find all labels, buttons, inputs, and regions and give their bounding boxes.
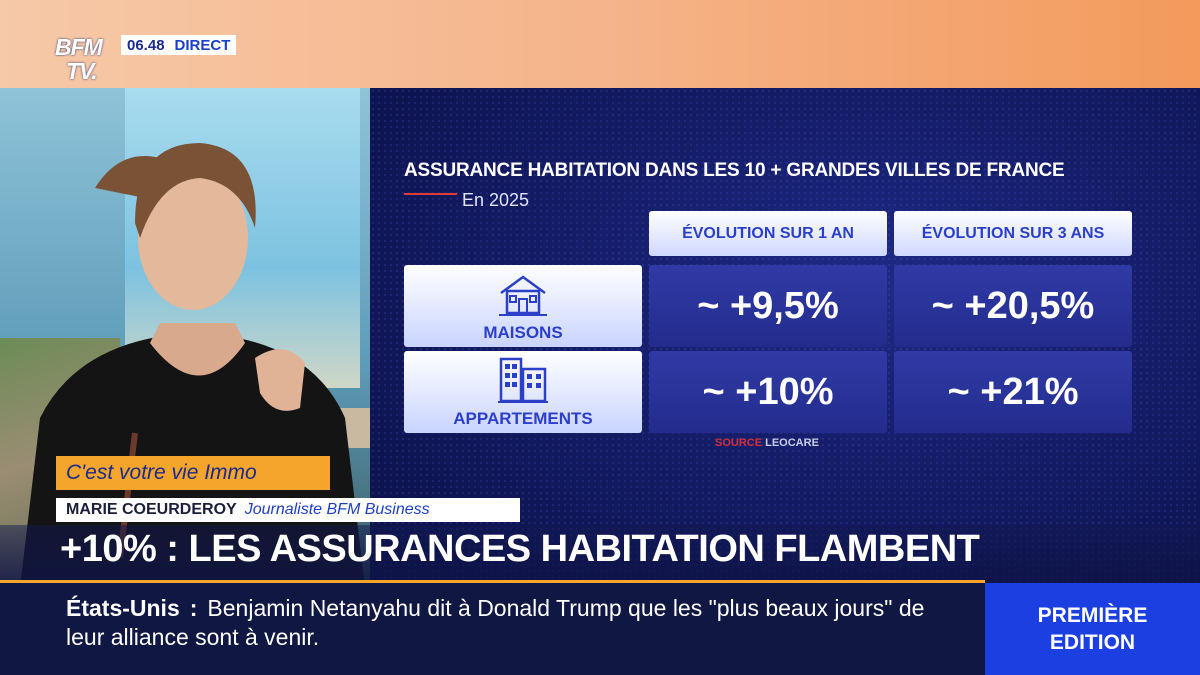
- guest-lower-third: MARIE COEURDEROY Journaliste BFM Busines…: [56, 498, 520, 522]
- value-appartements-3-years: ~ +21%: [894, 351, 1132, 433]
- value-maisons-1-year: ~ +9,5%: [649, 265, 887, 347]
- value-appartements-1-year: ~ +10%: [649, 351, 887, 433]
- row-label-text: MAISONS: [483, 323, 563, 342]
- ticker-text-block: États-Unis: Benjamin Netanyahu dit à Dona…: [66, 594, 966, 652]
- ticker-message: Benjamin Netanyahu dit à Donald Trump qu…: [66, 595, 925, 650]
- column-header-3-years: ÉVOLUTION SUR 3 ANS: [894, 211, 1132, 256]
- live-badge: 06.48 DIRECT: [121, 35, 237, 55]
- house-icon: [499, 275, 547, 316]
- live-label: DIRECT: [174, 36, 231, 54]
- row-label-text: APPARTEMENTS: [453, 409, 593, 428]
- guest-role: Journaliste BFM Business: [244, 501, 430, 518]
- logo-text-bottom: TV.: [66, 58, 98, 84]
- row-label-maisons: MAISONS: [404, 265, 642, 347]
- edition-line-1: PREMIÈRE: [1037, 604, 1148, 627]
- bfmtv-logo: BFM TV.: [55, 35, 117, 87]
- live-time: 06.48: [127, 36, 165, 54]
- source-prefix: SOURCE: [715, 437, 763, 449]
- logo-text-top: BFM: [55, 34, 103, 60]
- value-maisons-3-years: ~ +20,5%: [894, 265, 1132, 347]
- edition-line-2: EDITION: [1049, 631, 1136, 654]
- headline: +10% : LES ASSURANCES HABITATION FLAMBEN…: [60, 528, 980, 570]
- guest-name: MARIE COEURDEROY: [66, 501, 237, 518]
- news-ticker: [0, 583, 985, 675]
- edition-badge: PREMIÈRE EDITION: [985, 583, 1200, 675]
- infographic-title: ASSURANCE HABITATION DANS LES 10 + GRAND…: [404, 160, 1065, 181]
- infographic-subtitle: En 2025: [462, 190, 530, 210]
- ticker-label: États-Unis: [66, 595, 180, 621]
- column-header-1-year: ÉVOLUTION SUR 1 AN: [649, 211, 887, 256]
- headline-band: [0, 525, 1200, 587]
- studio-video: [0, 88, 370, 588]
- source-credit: SOURCE LEOCARE: [715, 437, 819, 449]
- title-underline: [404, 193, 457, 195]
- row-label-appartements: APPARTEMENTS: [404, 351, 642, 433]
- ticker-separator: :: [189, 595, 198, 621]
- ticker-accent-line: [0, 580, 985, 583]
- building-icon: [498, 357, 548, 403]
- source-name: LEOCARE: [765, 437, 819, 449]
- segment-tag: C'est votre vie Immo: [56, 456, 330, 490]
